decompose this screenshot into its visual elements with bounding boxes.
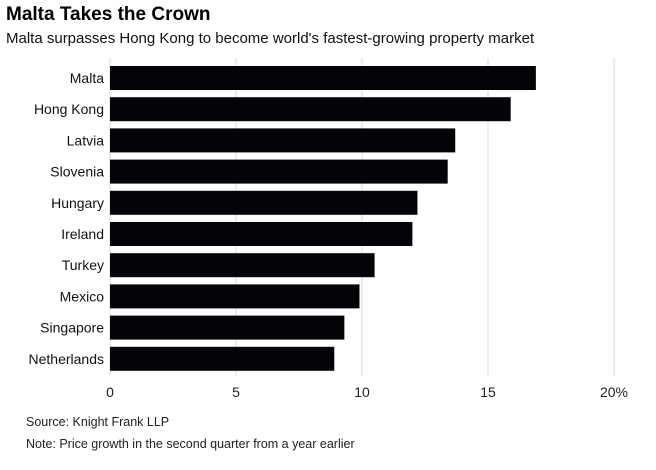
bar bbox=[110, 66, 536, 90]
bar bbox=[110, 222, 413, 246]
x-tick-label: 20% bbox=[600, 384, 628, 400]
x-tick-label: 10 bbox=[354, 384, 370, 400]
bar bbox=[110, 159, 448, 184]
bar bbox=[110, 190, 418, 215]
footnote: Note: Price growth in the second quarter… bbox=[26, 437, 355, 451]
category-label: Mexico bbox=[60, 288, 105, 304]
x-tick-label: 0 bbox=[106, 384, 114, 400]
category-label: Netherlands bbox=[29, 351, 105, 367]
bar bbox=[110, 315, 345, 340]
category-label: Malta bbox=[70, 70, 104, 86]
x-tick-label: 5 bbox=[232, 384, 240, 400]
bar bbox=[110, 253, 375, 278]
source-note: Source: Knight Frank LLP bbox=[26, 415, 170, 429]
category-label: Latvia bbox=[67, 132, 105, 148]
category-label: Hungary bbox=[51, 195, 104, 211]
chart-title: Malta Takes the Crown bbox=[6, 4, 211, 25]
bar bbox=[110, 346, 335, 371]
category-label: Singapore bbox=[40, 320, 104, 336]
x-tick-label: 15 bbox=[480, 384, 496, 400]
bar bbox=[110, 284, 360, 309]
bar bbox=[110, 128, 456, 153]
category-label: Hong Kong bbox=[34, 101, 104, 117]
category-label: Ireland bbox=[61, 226, 104, 242]
category-label: Slovenia bbox=[50, 164, 104, 180]
category-label: Turkey bbox=[62, 257, 104, 273]
bar bbox=[110, 97, 511, 122]
chart-subtitle: Malta surpasses Hong Kong to become worl… bbox=[6, 30, 535, 47]
